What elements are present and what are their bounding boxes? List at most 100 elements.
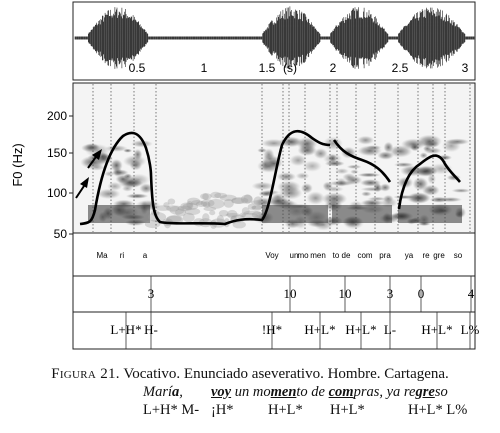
spectrogram-noise: [177, 205, 192, 212]
tone-label: L-: [384, 322, 396, 337]
spectrogram-energy: [88, 164, 106, 171]
f0-tick-label: 150: [47, 146, 67, 160]
break-index-label: 4: [468, 286, 475, 301]
tone-label: H+L* L%: [408, 402, 468, 418]
figure-label: Figura 21.: [51, 366, 120, 382]
tone-label: L+H* M-: [143, 402, 200, 418]
spectrogram-noise: [200, 199, 215, 207]
break-index-label: 10: [339, 286, 352, 301]
syllable-label: pra: [379, 251, 391, 260]
spectrogram-energy: [107, 181, 123, 191]
spectrogram-energy: [357, 172, 381, 178]
spectrogram-energy: [361, 191, 372, 197]
syllable-label: so: [454, 251, 463, 260]
break-index-label: 3: [148, 286, 155, 301]
spectrogram-energy: [264, 159, 283, 168]
syllable-label: com: [357, 251, 372, 260]
spectrogram-noise: [169, 205, 185, 215]
tone-label: L%: [461, 322, 480, 337]
spectrogram-energy: [257, 148, 267, 153]
f0-contour-segment-3: [332, 139, 392, 183]
spectrogram-energy: [441, 139, 461, 153]
time-tick-label: 1: [201, 61, 208, 75]
gloss-word: voy: [211, 384, 232, 400]
spectrogram-energy: [328, 154, 337, 163]
syllable-label: un: [290, 251, 299, 260]
spectrogram-energy: [130, 140, 153, 148]
spectrogram-noise: [209, 210, 216, 216]
spectrogram-noise: [203, 206, 217, 211]
spectrogram-noise: [200, 193, 212, 200]
break-index-label: 0: [418, 286, 425, 301]
spectrogram-energy: [125, 193, 149, 199]
spectrogram-noise: [210, 191, 222, 199]
spectrogram-noise: [214, 192, 227, 199]
spectrogram-noise: [247, 203, 257, 210]
break-index-label: 3: [387, 286, 394, 301]
spectrogram-energy: [344, 175, 363, 185]
spectrogram-noise: [202, 193, 209, 200]
gloss-word: com: [328, 384, 354, 400]
tone-label: L+H*: [110, 322, 141, 337]
spectrogram-noise: [223, 198, 234, 208]
f0-contour-segment-2: [149, 130, 331, 226]
spectrogram-noise: [216, 214, 224, 225]
spectrogram-energy: [306, 191, 325, 205]
gloss-word: gre: [415, 384, 435, 400]
break-index-tier: 3 10 10 3 0 4: [72, 275, 476, 313]
tone-label: H+L*: [421, 322, 452, 337]
syllable-label: gre: [433, 251, 445, 260]
spectrogram-energy: [357, 145, 382, 157]
spectrogram-noise: [226, 209, 238, 219]
spectrogram-energy: [289, 154, 307, 167]
waveform: [74, 6, 475, 70]
spectrogram-energy: [295, 172, 310, 180]
f0-tick-label: 200: [47, 109, 67, 123]
spectrogram-energy: [356, 135, 375, 145]
spectrogram-noise: [241, 207, 250, 215]
spectrogram: [80, 134, 471, 231]
spectrogram-energy: [300, 183, 313, 194]
spectrogram-noise: [240, 194, 253, 204]
gloss-maria: María,: [143, 384, 183, 401]
spectrogram-noise: [241, 212, 259, 219]
time-tick-label: 3: [462, 61, 469, 75]
spectrogram-energy: [251, 181, 275, 191]
spectrogram-energy: [334, 168, 349, 175]
tone-label: H+L*: [304, 322, 335, 337]
arrow-up-2: [87, 149, 102, 169]
break-index-label: 10: [284, 286, 297, 301]
spectrogram-energy: [350, 169, 359, 175]
spectrogram-noise: [184, 207, 201, 215]
spectrogram-energy: [422, 184, 440, 196]
spectrogram-energy: [96, 188, 121, 200]
syllable-label: to: [333, 251, 340, 260]
arrow-up-1: [75, 177, 89, 199]
f0-axis-label: F0 (Hz): [10, 143, 25, 186]
syllable-label: de: [342, 251, 351, 260]
spectrogram-energy: [261, 138, 287, 148]
spectrogram-noise: [219, 194, 237, 202]
spectrogram-noise: [251, 205, 264, 210]
time-unit-label: (s): [283, 61, 297, 75]
syllable-label: men: [310, 251, 326, 260]
tone-label: !H*: [262, 322, 282, 337]
spectrogram-energy: [451, 188, 471, 193]
spectrogram-noise: [239, 212, 246, 218]
spectrogram-energy: [302, 160, 322, 172]
spectrogram-noise: [144, 219, 161, 229]
spectrogram-energy: [276, 172, 297, 182]
spectrogram-noise: [202, 213, 210, 223]
spectrogram-noise: [167, 198, 176, 205]
gloss-word: men: [270, 384, 297, 400]
spectrogram-noise: [155, 205, 171, 211]
spectrogram-noise: [195, 201, 208, 207]
formant-band: [398, 205, 462, 223]
spectrogram-energy: [422, 145, 432, 152]
spectrogram-noise: [207, 198, 225, 209]
f0-contour-segment-1: [79, 131, 153, 226]
spectrogram-energy: [121, 185, 133, 192]
time-tick-label: 1.5: [259, 61, 276, 75]
